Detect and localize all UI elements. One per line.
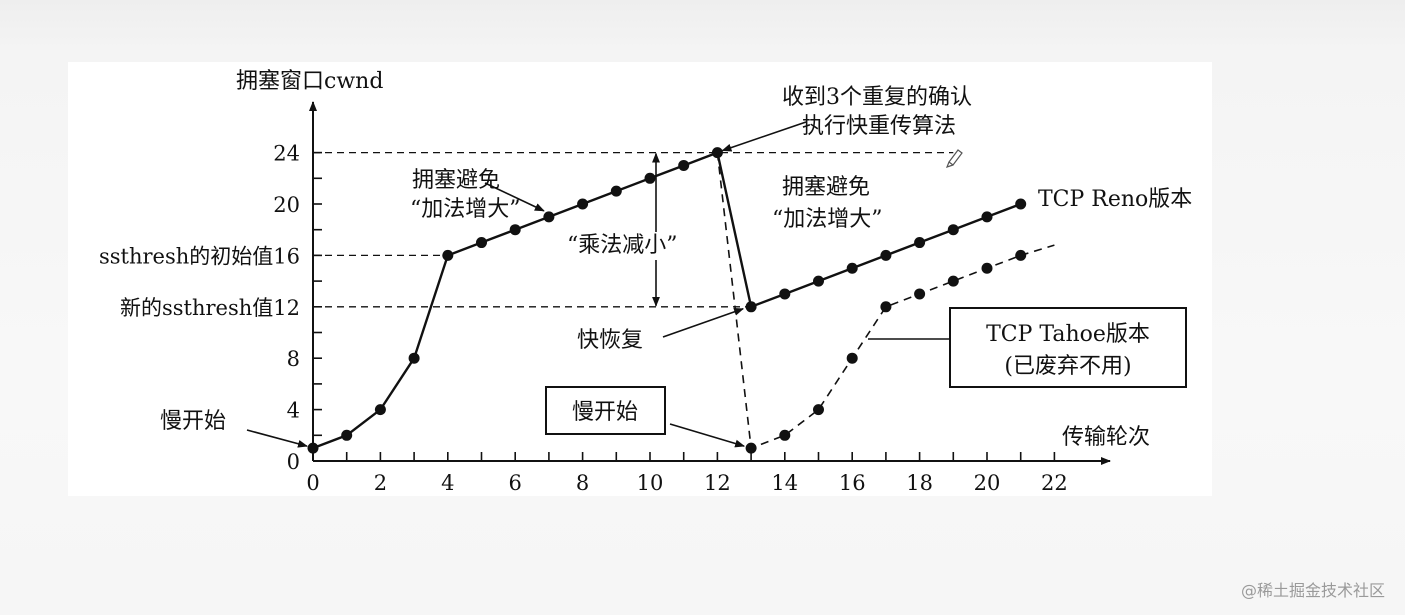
x-tick-label: 14	[771, 471, 798, 495]
y-tick-label: ssthresh的初始值16	[99, 244, 300, 268]
tahoe-point	[745, 442, 757, 454]
tahoe-series-line	[716, 152, 1021, 450]
anno-congestion-avoid-2-line2: “加法增大”	[772, 207, 883, 232]
tahoe-point	[914, 288, 926, 300]
anno-dup-acks-line1: 收到3个重复的确认	[782, 85, 972, 110]
anno-dup-acks-arrow	[721, 121, 807, 152]
reno-point	[745, 301, 757, 313]
x-axis-title: 传输轮次	[1062, 425, 1150, 450]
anno-tahoe-label-line2: (已废弃不用)	[1004, 354, 1131, 379]
reno-series-line	[312, 150, 1022, 450]
reno-point	[610, 185, 622, 197]
reno-point	[543, 211, 555, 223]
tahoe-point	[779, 429, 791, 441]
reno-point	[813, 275, 824, 287]
reno-point	[846, 262, 858, 274]
y-tick-label: 24	[273, 142, 300, 166]
y-tick-label: 8	[287, 347, 300, 371]
anno-slow-start-1-arrow	[246, 429, 308, 448]
reno-point	[678, 159, 690, 171]
anno-slow-start-2-arrow	[669, 423, 746, 448]
anno-slow-start-1: 慢开始	[160, 409, 226, 434]
x-tick-label: 6	[509, 471, 522, 495]
x-tick-label: 18	[906, 471, 933, 495]
pencil-icon	[945, 149, 963, 168]
tahoe-series-extension	[1020, 244, 1055, 257]
anno-congestion-avoid-1-arrow	[484, 182, 545, 212]
reno-point	[307, 442, 319, 454]
reno-point	[408, 352, 420, 364]
reno-point	[1015, 198, 1027, 210]
tahoe-point	[981, 262, 993, 274]
reno-point	[880, 249, 892, 261]
anno-slow-start-2: 慢开始	[572, 400, 638, 425]
x-tick-label: 8	[576, 471, 589, 495]
reno-point	[644, 172, 656, 184]
reno-point	[374, 404, 386, 416]
y-axis-title: 拥塞窗口cwnd	[236, 69, 383, 94]
watermark: @稀土掘金技术社区	[1240, 581, 1385, 600]
tahoe-point	[813, 404, 824, 416]
tahoe-label-box	[949, 307, 1187, 388]
x-tick-label: 20	[974, 471, 1001, 495]
y-tick-label: 4	[287, 399, 300, 423]
slow-start-box	[545, 386, 666, 435]
reno-point	[577, 198, 589, 210]
tahoe-point	[880, 301, 892, 313]
anno-congestion-avoid-1-line2: “加法增大”	[410, 197, 521, 222]
y-tick-label: 20	[273, 193, 300, 217]
tahoe-point	[947, 275, 959, 287]
tahoe-point	[1015, 249, 1027, 261]
reno-point	[341, 429, 353, 441]
x-tick-label: 10	[637, 471, 664, 495]
anno-fast-recovery-arrow	[662, 308, 745, 338]
anno-multiplicative-decrease: “乘法减小”	[567, 233, 678, 258]
y-tick-label: 新的ssthresh值12	[120, 296, 300, 320]
reno-point	[442, 249, 454, 261]
reno-point	[476, 237, 487, 249]
tahoe-point	[846, 352, 858, 364]
reno-point	[914, 237, 926, 249]
y-tick-label: 0	[287, 450, 300, 474]
reno-point	[947, 224, 959, 236]
x-tick-label: 2	[374, 471, 387, 495]
anno-fast-recovery: 快恢复	[577, 328, 643, 353]
anno-congestion-avoid-1-line1: 拥塞避免	[412, 168, 500, 193]
anno-dup-acks-line2: 执行快重传算法	[802, 114, 956, 139]
x-tick-label: 12	[704, 471, 731, 495]
anno-reno-label: TCP Reno版本	[1038, 187, 1192, 212]
reno-point	[981, 211, 993, 223]
anno-congestion-avoid-2-line1: 拥塞避免	[782, 175, 870, 200]
x-tick-label: 22	[1041, 471, 1068, 495]
x-tick-label: 4	[441, 471, 454, 495]
anno-tahoe-label-line1: TCP Tahoe版本	[986, 322, 1150, 347]
x-tick-label: 16	[839, 471, 866, 495]
x-tick-label: 0	[306, 471, 319, 495]
reno-point	[779, 288, 791, 300]
reno-point	[509, 224, 521, 236]
